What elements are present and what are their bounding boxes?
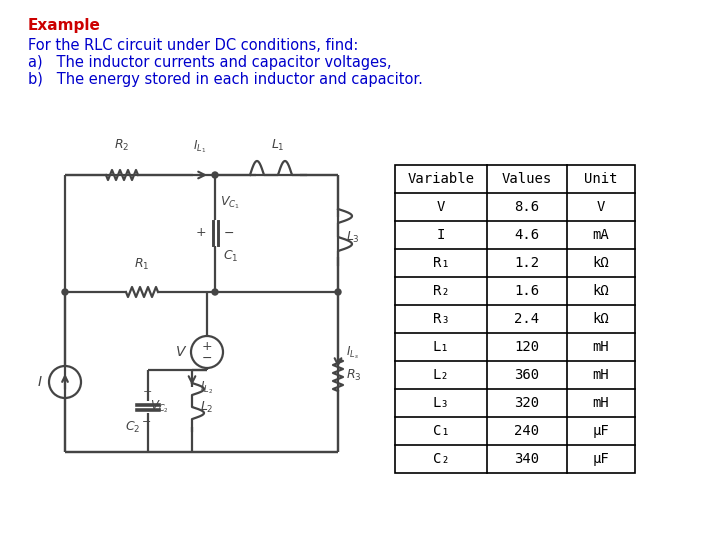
Text: 360: 360 — [514, 368, 539, 382]
Circle shape — [212, 289, 218, 295]
Text: mH: mH — [593, 368, 609, 382]
Text: Variable: Variable — [408, 172, 474, 186]
Bar — [395, 165, 635, 473]
Text: $R_2$: $R_2$ — [114, 138, 130, 153]
Text: $V_{C_2}$: $V_{C_2}$ — [150, 399, 168, 415]
Text: C₂: C₂ — [433, 452, 449, 466]
Text: R₁: R₁ — [433, 256, 449, 270]
Text: C₁: C₁ — [433, 424, 449, 438]
Text: 320: 320 — [514, 396, 539, 410]
Text: V: V — [437, 200, 445, 214]
Text: μF: μF — [593, 424, 609, 438]
Circle shape — [335, 289, 341, 295]
Text: Values: Values — [502, 172, 552, 186]
Text: +: + — [143, 387, 152, 397]
Text: 340: 340 — [514, 452, 539, 466]
Text: $L_3$: $L_3$ — [346, 230, 360, 245]
Text: 4.6: 4.6 — [514, 228, 539, 242]
Text: kΩ: kΩ — [593, 284, 609, 298]
Text: kΩ: kΩ — [593, 312, 609, 326]
Text: L₁: L₁ — [433, 340, 449, 354]
Text: 2.4: 2.4 — [514, 312, 539, 326]
Text: L₃: L₃ — [433, 396, 449, 410]
Text: −: − — [143, 417, 152, 427]
Text: +: + — [202, 341, 212, 354]
Text: Example: Example — [28, 18, 101, 33]
Text: $I_{L_2}$: $I_{L_2}$ — [200, 380, 213, 396]
Text: $L_2$: $L_2$ — [200, 400, 214, 415]
Text: 8.6: 8.6 — [514, 200, 539, 214]
Text: L₂: L₂ — [433, 368, 449, 382]
Text: mH: mH — [593, 340, 609, 354]
Text: $R_3$: $R_3$ — [346, 367, 361, 382]
Text: +: + — [196, 226, 207, 240]
Text: I: I — [437, 228, 445, 242]
Text: $I$: $I$ — [37, 375, 43, 389]
Text: −: − — [224, 226, 234, 240]
Circle shape — [212, 172, 218, 178]
Text: kΩ: kΩ — [593, 256, 609, 270]
Text: 1.6: 1.6 — [514, 284, 539, 298]
Circle shape — [62, 289, 68, 295]
Text: mH: mH — [593, 396, 609, 410]
Text: For the RLC circuit under DC conditions, find:: For the RLC circuit under DC conditions,… — [28, 38, 359, 53]
Text: −: − — [202, 352, 212, 365]
Text: 240: 240 — [514, 424, 539, 438]
Text: a)   The inductor currents and capacitor voltages,: a) The inductor currents and capacitor v… — [28, 55, 392, 70]
Text: V: V — [597, 200, 606, 214]
Text: R₂: R₂ — [433, 284, 449, 298]
Text: $R_1$: $R_1$ — [135, 257, 150, 272]
Text: $I_{L_1}$: $I_{L_1}$ — [194, 138, 207, 155]
Text: μF: μF — [593, 452, 609, 466]
Text: 120: 120 — [514, 340, 539, 354]
Text: $C_2$: $C_2$ — [125, 420, 140, 435]
Text: b)   The energy stored in each inductor and capacitor.: b) The energy stored in each inductor an… — [28, 72, 423, 87]
Text: $V$: $V$ — [175, 345, 187, 359]
Text: $I_{L_s}$: $I_{L_s}$ — [346, 345, 359, 361]
Text: mA: mA — [593, 228, 609, 242]
Text: Unit: Unit — [584, 172, 618, 186]
Text: $L_1$: $L_1$ — [271, 138, 285, 153]
Text: $C_1$: $C_1$ — [223, 249, 238, 264]
Text: R₃: R₃ — [433, 312, 449, 326]
Text: $V_{C_1}$: $V_{C_1}$ — [220, 194, 240, 211]
Text: 1.2: 1.2 — [514, 256, 539, 270]
